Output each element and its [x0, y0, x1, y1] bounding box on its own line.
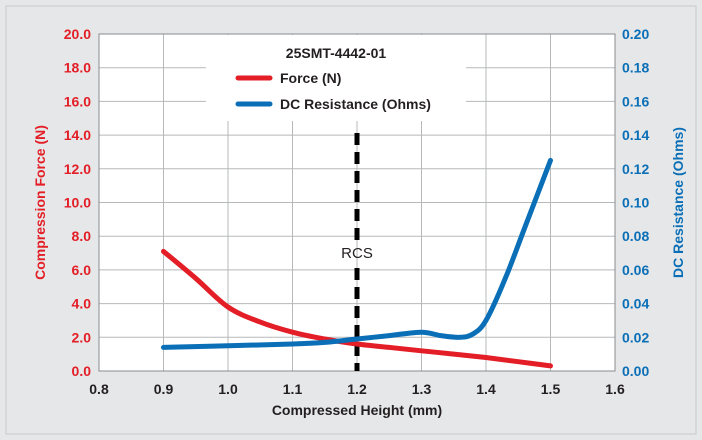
x-tick-label: 1.3: [412, 381, 432, 397]
y-tick-label: 12.0: [64, 161, 91, 177]
y2-tick-label: 0.14: [622, 127, 649, 143]
chart-title: 25SMT-4442-01: [286, 45, 387, 61]
rcs-annotation-label: RCS: [341, 245, 373, 262]
resistance-series-line: [161, 157, 553, 350]
x-tick-label: 1.1: [283, 381, 303, 397]
outer-frame: [5, 5, 697, 435]
legend-resistance-label: DC Resistance (Ohms): [280, 96, 431, 112]
y-axis-title: Compression Force (N): [32, 125, 48, 280]
x-tick-label: 0.9: [154, 381, 174, 397]
y2-tick-label: 0.06: [622, 262, 649, 278]
legend-force-label: Force (N): [280, 70, 341, 86]
x-axis-title: Compressed Height (mm): [272, 402, 442, 418]
annotation-layer: RCS: [341, 133, 373, 371]
y-tick-label: 8.0: [72, 228, 92, 244]
x-tick-label: 1.0: [218, 381, 238, 397]
y-tick-label: 20.0: [64, 26, 91, 42]
y-tick-label: 2.0: [72, 329, 92, 345]
y-tick-label: 0.0: [72, 363, 92, 379]
x-tick-label: 1.2: [347, 381, 367, 397]
x-tick-label: 1.5: [541, 381, 561, 397]
y2-tick-label: 0.00: [622, 363, 649, 379]
series-layer: [161, 157, 553, 369]
y-tick-label: 6.0: [72, 262, 92, 278]
y-tick-label: 18.0: [64, 60, 91, 76]
x-tick-label: 1.6: [605, 381, 625, 397]
force-series-line: [161, 248, 553, 369]
y2-tick-label: 0.16: [622, 93, 649, 109]
x-tick-label: 0.8: [89, 381, 109, 397]
y2-tick-label: 0.04: [622, 296, 649, 312]
y2-tick-label: 0.18: [622, 60, 649, 76]
y2-tick-label: 0.08: [622, 228, 649, 244]
y-tick-label: 10.0: [64, 195, 91, 211]
y2-tick-label: 0.02: [622, 329, 649, 345]
y2-tick-label: 0.20: [622, 26, 649, 42]
y-tick-label: 14.0: [64, 127, 91, 143]
y-tick-label: 4.0: [72, 296, 92, 312]
y-tick-label: 16.0: [64, 93, 91, 109]
y2-axis-title: DC Resistance (Ohms): [670, 127, 686, 278]
tick-layer: 0.8 0.9 1.0 1.1 1.2 1.3 1.4 1.5 1.6 0.0 2.0 4.0 6.0 8…: [64, 26, 650, 397]
x-tick-label: 1.4: [476, 381, 496, 397]
y2-tick-label: 0.12: [622, 161, 649, 177]
y2-tick-label: 0.10: [622, 195, 649, 211]
